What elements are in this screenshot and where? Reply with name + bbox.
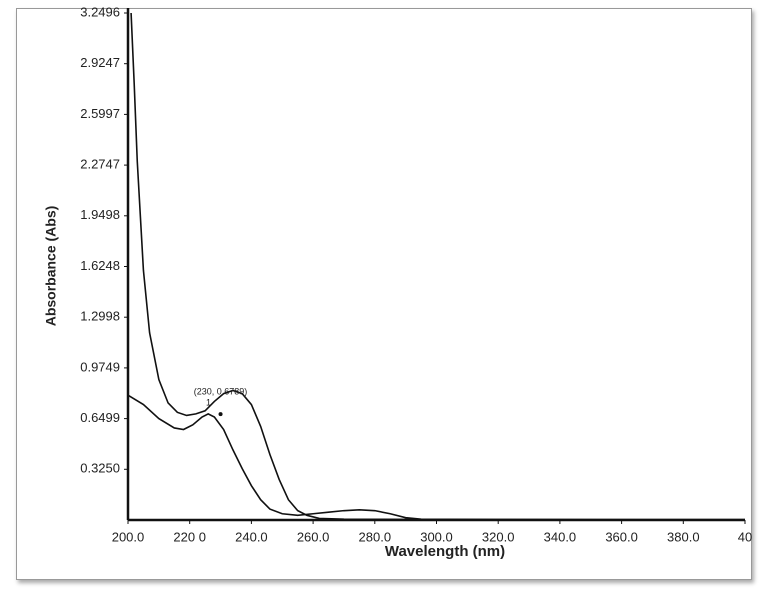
plot-area xyxy=(128,13,745,521)
x-tick-label: 320.0 xyxy=(482,529,515,544)
x-tick-label: 360.0 xyxy=(605,529,638,544)
x-tick-label: 40 xyxy=(738,529,752,544)
x-tick-label: 200.0 xyxy=(112,529,145,544)
x-tick-label: 340.0 xyxy=(544,529,577,544)
annotation-label: (230, 0.6789) xyxy=(194,386,248,396)
y-tick-label: 2.2747 xyxy=(80,157,120,172)
y-tick-label: 0.9749 xyxy=(80,359,120,374)
y-tick-label: 2.9247 xyxy=(80,55,120,70)
y-tick-label: 2.5997 xyxy=(80,106,120,121)
y-tick-label: 0.6499 xyxy=(80,410,120,425)
x-tick-label: 220 0 xyxy=(173,529,206,544)
annotation-marker: 1 xyxy=(206,397,211,407)
x-tick-label: 300.0 xyxy=(420,529,453,544)
y-tick-label: 3.2496 xyxy=(80,4,120,19)
x-tick-label: 240.0 xyxy=(235,529,268,544)
x-tick-label: 280.0 xyxy=(359,529,392,544)
x-tick-label: 260.0 xyxy=(297,529,330,544)
spectrum-line xyxy=(128,394,745,521)
x-tick-label: 380.0 xyxy=(667,529,700,544)
y-tick-label: 1.9498 xyxy=(80,207,120,222)
frame xyxy=(16,8,752,580)
annotation-point xyxy=(218,412,223,417)
y-tick-label: 0.3250 xyxy=(80,461,120,476)
spectrum-line xyxy=(130,13,745,521)
y-tick-label: 1.6248 xyxy=(80,258,120,273)
y-axis-label: Absorbance (Abs) xyxy=(43,206,59,327)
x-axis-label: Wavelength (nm) xyxy=(385,543,505,560)
y-tick-label: 1.2998 xyxy=(80,309,120,324)
